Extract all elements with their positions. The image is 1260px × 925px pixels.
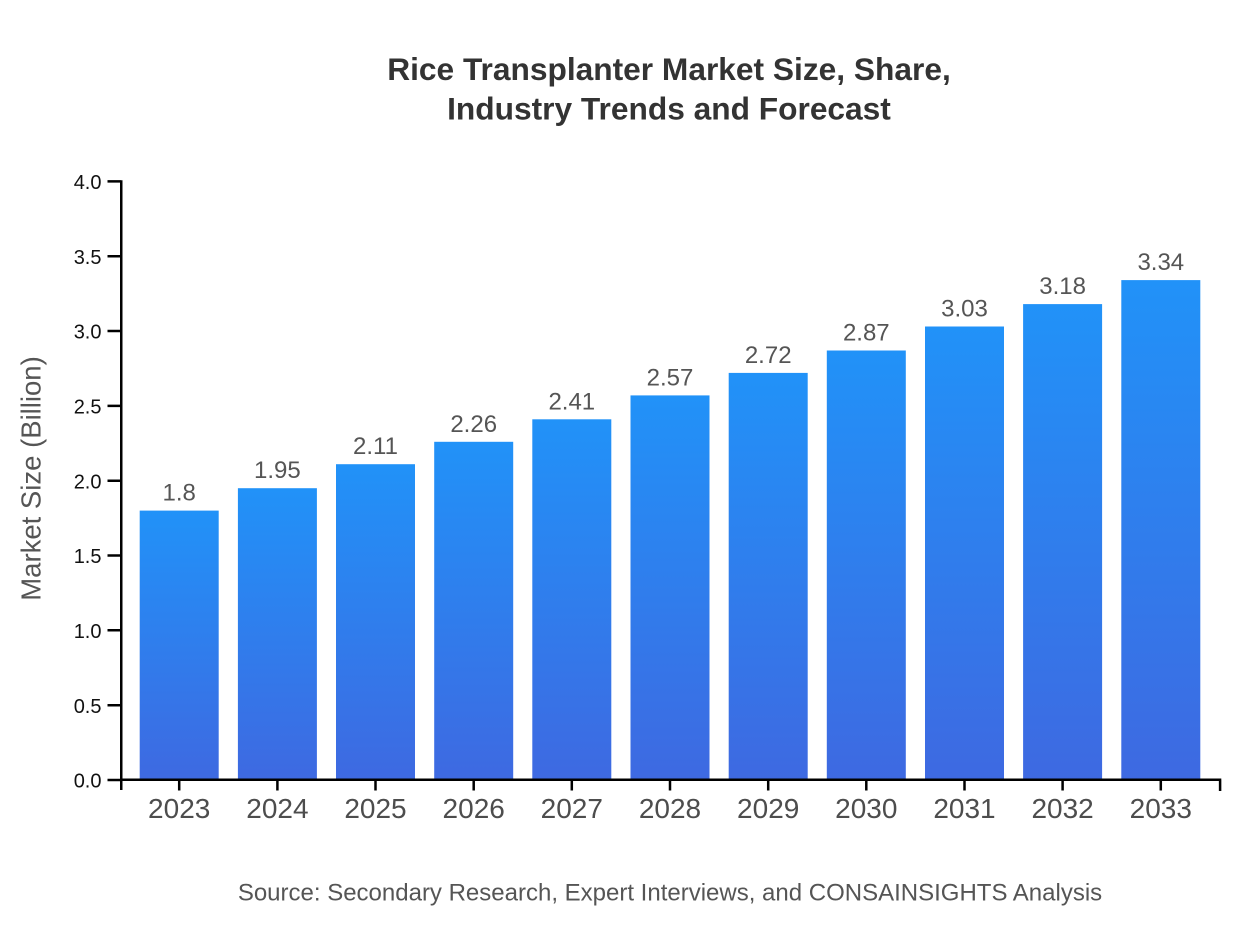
svg-text:2.0: 2.0 — [74, 471, 102, 493]
svg-text:2024: 2024 — [246, 793, 308, 824]
svg-text:Rice Transplanter Market Size,: Rice Transplanter Market Size, Share, — [387, 51, 951, 87]
svg-text:1.0: 1.0 — [74, 621, 102, 643]
svg-text:2023: 2023 — [148, 793, 210, 824]
svg-text:3.03: 3.03 — [941, 296, 988, 323]
svg-text:0.5: 0.5 — [74, 696, 102, 718]
svg-text:4.0: 4.0 — [74, 172, 102, 194]
svg-text:3.0: 3.0 — [74, 322, 102, 344]
svg-text:2.41: 2.41 — [548, 388, 595, 415]
svg-text:1.8: 1.8 — [163, 480, 196, 507]
svg-text:2028: 2028 — [639, 793, 701, 824]
svg-text:2.72: 2.72 — [745, 342, 792, 369]
svg-text:2.5: 2.5 — [74, 397, 102, 419]
svg-text:2029: 2029 — [737, 793, 799, 824]
svg-text:2.26: 2.26 — [450, 411, 497, 438]
svg-text:3.5: 3.5 — [74, 247, 102, 269]
svg-text:Source: Secondary Research, Ex: Source: Secondary Research, Expert Inter… — [238, 880, 1102, 907]
svg-text:2031: 2031 — [933, 793, 995, 824]
svg-text:2030: 2030 — [835, 793, 897, 824]
svg-text:2033: 2033 — [1130, 793, 1192, 824]
svg-text:3.18: 3.18 — [1039, 273, 1086, 300]
svg-text:Industry Trends and Forecast: Industry Trends and Forecast — [447, 91, 891, 127]
svg-text:2.57: 2.57 — [647, 364, 694, 391]
svg-text:2032: 2032 — [1031, 793, 1093, 824]
svg-text:3.34: 3.34 — [1137, 249, 1184, 276]
svg-text:0.0: 0.0 — [74, 771, 102, 793]
svg-text:Market Size (Billion): Market Size (Billion) — [16, 356, 47, 601]
svg-text:2.87: 2.87 — [843, 320, 890, 347]
svg-text:2.11: 2.11 — [353, 433, 398, 460]
svg-text:1.5: 1.5 — [74, 546, 102, 568]
svg-text:1.95: 1.95 — [254, 457, 301, 484]
svg-text:2027: 2027 — [541, 793, 603, 824]
svg-text:2026: 2026 — [443, 793, 505, 824]
svg-text:2025: 2025 — [344, 793, 406, 824]
